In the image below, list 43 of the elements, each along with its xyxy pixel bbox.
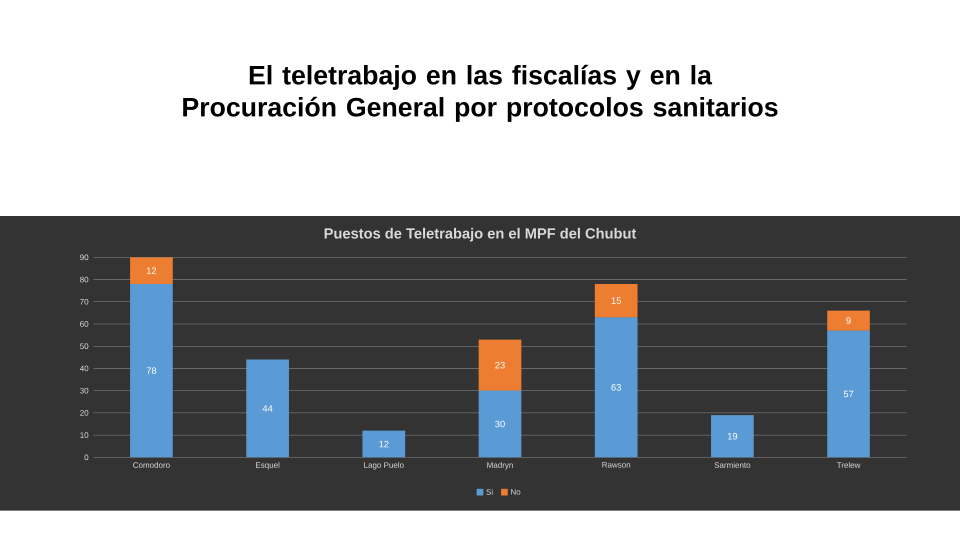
bar	[711, 415, 754, 458]
chart-title: El teletrabajo en las fiscalías y en la Procuración General por protocolos sanitarios	[183, 64, 778, 122]
y-tick-label: 20	[80, 410, 88, 416]
data-label: 23	[495, 362, 505, 368]
bar	[827, 330, 870, 458]
x-tick-label: Sarmiento	[714, 462, 750, 468]
data-label: 12	[146, 267, 156, 274]
y-tick-label: 60	[80, 321, 88, 327]
bar	[130, 284, 173, 458]
x-tick-label: Trelew	[836, 462, 860, 468]
y-tick-label: 10	[80, 432, 88, 438]
y-tick-label: 80	[80, 276, 88, 282]
y-tick-label: 90	[80, 254, 88, 260]
y-tick-label: 30	[80, 388, 88, 394]
bar	[478, 390, 522, 458]
legend-label: Si	[486, 488, 493, 495]
y-tick-label: 70	[80, 298, 88, 305]
y-tick-label: 40	[80, 366, 88, 372]
data-label: 12	[379, 440, 389, 448]
data-label: 44	[262, 405, 273, 412]
bar	[246, 360, 289, 458]
data-label: 19	[728, 432, 738, 440]
data-label: 63	[611, 384, 621, 391]
data-label: 15	[612, 297, 621, 304]
x-tick-label: Madryn	[487, 462, 513, 470]
x-tick-label: Esquel	[256, 462, 280, 470]
data-label: 30	[495, 420, 505, 428]
data-label: 9	[846, 317, 851, 324]
y-tick-label: 0	[84, 454, 88, 460]
data-label: 57	[844, 390, 854, 398]
x-tick-label: Comodoro	[133, 462, 170, 468]
bar	[130, 257, 173, 284]
bar	[478, 340, 522, 391]
bar	[362, 430, 406, 458]
x-tick-label: Lago Puelo	[364, 462, 404, 470]
chart-subtitle: Puestos de Teletrabajo en el MPF del Chubut	[324, 228, 636, 242]
bar	[827, 310, 870, 331]
legend-label: No	[511, 489, 520, 495]
bar	[594, 284, 638, 318]
y-tick-label: 50	[80, 343, 88, 350]
data-label: 78	[146, 367, 156, 374]
x-tick-label: Rawson	[602, 462, 630, 468]
bar	[594, 317, 638, 458]
